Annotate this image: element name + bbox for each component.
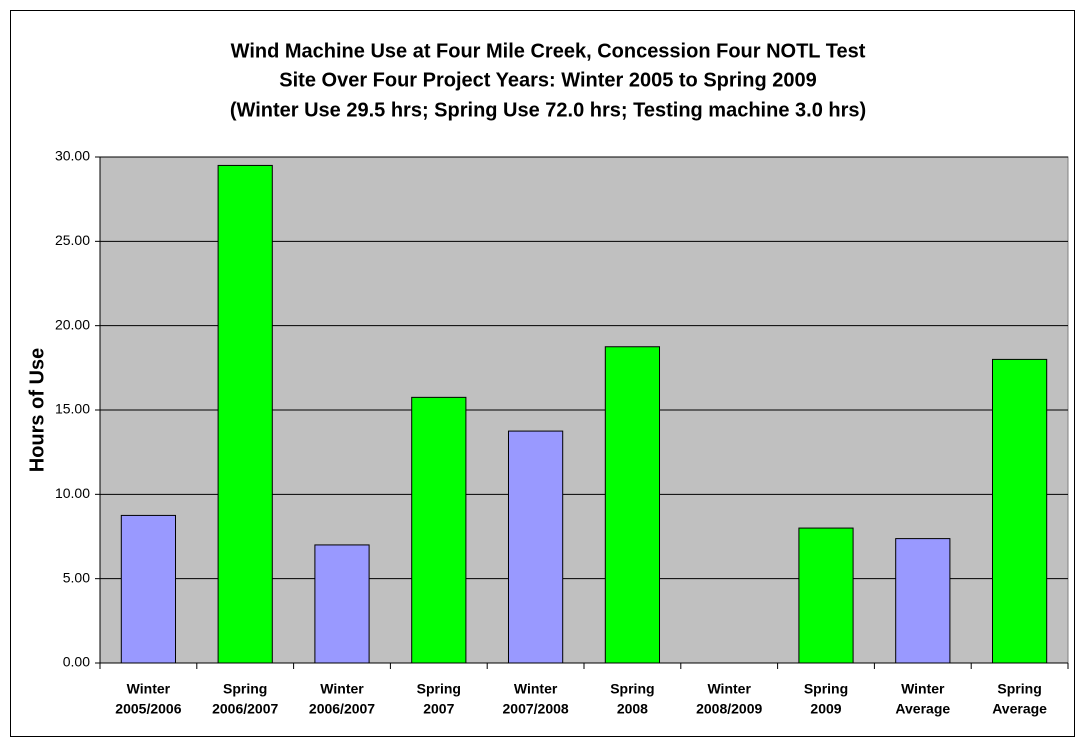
chart-title: Site Over Four Project Years: Winter 200… <box>279 69 816 91</box>
x-tick-label: Average <box>895 701 950 717</box>
y-tick-label: 10.00 <box>55 485 90 501</box>
y-tick-label: 20.00 <box>55 316 90 332</box>
x-tick-label: 2008 <box>617 701 648 717</box>
x-tick-label: Spring <box>804 681 848 697</box>
x-tick-label: Spring <box>417 681 461 697</box>
x-tick-label: Winter <box>901 681 945 697</box>
bar <box>120 514 177 664</box>
y-tick-label: 25.00 <box>55 232 90 248</box>
y-tick-label: 0.00 <box>63 654 90 670</box>
x-tick-label: Winter <box>320 681 364 697</box>
bar <box>895 538 951 664</box>
bar <box>991 358 1048 664</box>
bar <box>411 396 467 664</box>
x-tick-label: Spring <box>610 681 654 697</box>
x-tick-label: 2007/2008 <box>503 701 569 717</box>
bar <box>217 164 273 664</box>
x-tick-label: Spring <box>997 681 1041 697</box>
bar <box>604 346 661 664</box>
y-tick-label: 30.00 <box>55 148 90 164</box>
bar <box>798 527 854 664</box>
x-tick-label: Winter <box>707 681 751 697</box>
x-tick-label: Winter <box>127 681 171 697</box>
bar <box>507 430 564 664</box>
x-tick-label: 2006/2007 <box>309 701 375 717</box>
x-tick-label: Spring <box>223 681 267 697</box>
y-tick-label: 5.00 <box>63 569 90 585</box>
x-tick-label: 2006/2007 <box>212 701 278 717</box>
bar <box>314 544 370 664</box>
x-tick-label: 2007 <box>423 701 454 717</box>
x-tick-label: 2008/2009 <box>696 701 762 717</box>
chart-title: (Winter Use 29.5 hrs; Spring Use 72.0 hr… <box>230 99 866 121</box>
y-tick-label: 15.00 <box>55 401 90 417</box>
x-tick-label: Average <box>992 701 1047 717</box>
x-tick-label: 2005/2006 <box>115 701 181 717</box>
y-axis-label: Hours of Use <box>26 348 48 472</box>
x-tick-label: 2009 <box>810 701 841 717</box>
chart-title: Wind Machine Use at Four Mile Creek, Con… <box>231 40 866 62</box>
x-tick-label: Winter <box>514 681 558 697</box>
